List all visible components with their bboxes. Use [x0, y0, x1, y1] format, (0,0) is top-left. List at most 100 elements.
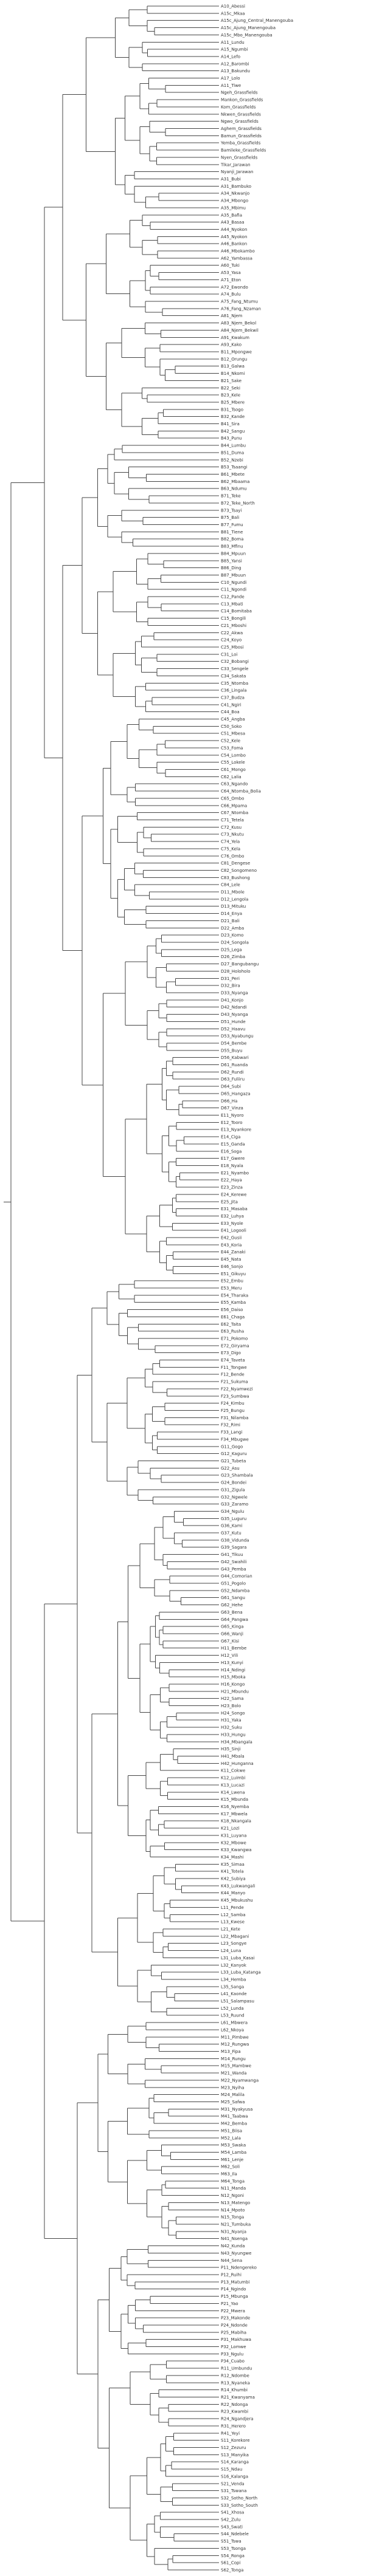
tip-label: C76_Ombo: [221, 854, 244, 858]
tip-label: C67_Ntomba: [221, 810, 248, 815]
tip-label: C81_Dengese: [221, 861, 250, 866]
tip-label: E43_Koria: [221, 1242, 242, 1247]
tip-label: D13_Mituku: [221, 904, 246, 909]
tip-label: Ngeh_Grassfields: [221, 91, 258, 95]
tip-label: E13_Nyankore: [221, 1128, 251, 1132]
tip-label: M61_Lenje: [221, 2157, 243, 2162]
tip-label: Bamun_Grassfields: [221, 134, 262, 139]
tip-label: G41_Tikuu: [221, 1552, 243, 1557]
tip-label: H21_Mbundu: [221, 1689, 249, 1694]
tip-label: B11_Mpongwe: [221, 349, 252, 354]
tip-label: P21_Yao: [221, 2301, 238, 2306]
tip-label: B72_Teke_North: [221, 501, 255, 505]
tip-label: C75_Kela: [221, 846, 240, 851]
tip-label: D22_Amba: [221, 926, 244, 931]
tip-label: K45_Mbukushu: [221, 1898, 253, 1903]
tip-label: F34_Mbugwe: [221, 1437, 249, 1442]
tip-label: A12_Barombi: [221, 61, 249, 66]
tip-label: D41_Konjo: [221, 998, 243, 1002]
tip-label: F11_Tongwe: [221, 1365, 247, 1370]
tip-label: H15_Mboka: [221, 1675, 246, 1680]
tip-label: L62_Nkoya: [221, 2027, 244, 2032]
tip-label: M63_Ila: [221, 2172, 237, 2177]
tip-label: Nyen_Grassfields: [221, 155, 258, 160]
tip-label: C52_Kele: [221, 739, 240, 744]
tip-label: D14_Enya: [221, 911, 242, 916]
tip-label: S16_Kalanga: [221, 2474, 248, 2479]
tip-label: G31_Zigula: [221, 1487, 245, 1492]
tip-label: G66_Wanji: [221, 1631, 243, 1636]
tip-label: A15c_Mkaa: [221, 11, 245, 16]
tip-label: M62_Soli: [221, 2165, 240, 2170]
tip-label: C31_Loi: [221, 652, 237, 657]
tip-label: C53_Foma: [221, 745, 243, 750]
tip-label: H22_Sama: [221, 1696, 244, 1701]
tip-label: S42_Zulu: [221, 2518, 240, 2523]
tip-label: P25_Mabiha: [221, 2330, 246, 2335]
tip-label: C15_Bongili: [221, 616, 246, 621]
tip-label: D11_Mbole: [221, 890, 245, 895]
tip-label: K12_Luimbi: [221, 1776, 245, 1781]
tip-label: K32_Mbowe: [221, 1840, 246, 1845]
tip-label: B62_Mbaama: [221, 479, 249, 484]
tip-label: L53_Ruund: [221, 2013, 245, 2018]
tip-label: C45_Angba: [221, 717, 245, 722]
tip-label: G24_Bondei: [221, 1481, 246, 1485]
tip-label: E54_Tharaka: [221, 1293, 248, 1298]
tip-label: B75_Bali: [221, 515, 239, 520]
tip-label: D31_Peri: [221, 976, 240, 981]
tip-label: E22_Haya: [221, 1178, 242, 1183]
tip-label: E21_Nyambo: [221, 1171, 249, 1176]
tip-label: E52_Embu: [221, 1279, 243, 1284]
tip-label: Tikar_Jarawan: [220, 162, 251, 167]
tip-label: L33_Luba_Katanga: [221, 1970, 261, 1975]
tip-label: G61_Sangu: [221, 1595, 245, 1600]
tip-label: N12_Ngoni: [221, 2193, 244, 2198]
tip-label: A83_Njem_Bekol: [221, 321, 256, 326]
tip-label: D63_Fuliiru: [221, 1077, 245, 1082]
tip-label: G33_Zaramo: [221, 1502, 248, 1507]
tip-label: S44_Ndebele: [221, 2532, 249, 2537]
tip-label: R14_Khumbi: [221, 2388, 248, 2393]
tip-label: P31_Makhuwa: [221, 2337, 251, 2342]
tip-label: B25_Mbere: [221, 400, 245, 405]
tip-label: N31_Nyanja: [221, 2229, 246, 2234]
tip-label: P11_Ndengereko: [221, 2266, 257, 2270]
tip-label: B41_Sira: [221, 422, 240, 426]
tip-label: N15_Tonga: [221, 2215, 244, 2220]
tip-label: G44_Comorian: [221, 1574, 252, 1579]
tip-label: G39_Sagara: [221, 1545, 246, 1550]
tip-label: E18_Nyala: [221, 1163, 243, 1168]
tip-label: M42_Bemba: [221, 2122, 247, 2126]
tip-label: A43_Basaa: [221, 220, 245, 225]
tip-label: B52_Nzebi: [221, 457, 243, 462]
tip-label: E63_Rusha: [221, 1329, 244, 1334]
tip-label: E32_Luhya: [221, 1214, 244, 1219]
tip-label: E15_Ganda: [221, 1142, 245, 1146]
tip-label: D52_Haavu: [221, 1027, 245, 1032]
tip-label: C13_Mbati: [221, 601, 243, 606]
tip-label: M24_Malila: [221, 2092, 245, 2097]
tip-label: G51_Pogolo: [221, 1581, 246, 1586]
tip-label: E16_Soga: [221, 1149, 242, 1154]
tip-label: S53_Tsonga: [221, 2546, 246, 2551]
tip-label: P32_Lomwe: [221, 2345, 246, 2349]
tip-label: G22_Asu: [221, 1466, 240, 1471]
tip-label: E17_Gwere: [221, 1156, 245, 1161]
tip-label: B51_Duma: [221, 450, 244, 455]
tip-label: C32_Bobangi: [221, 659, 249, 664]
tip-label: G32_Ngwele: [221, 1495, 248, 1499]
tip-label: M52_Lala: [221, 2136, 241, 2140]
tip-label: G67_Kisi: [221, 1639, 239, 1643]
tip-label: L32_Kanyok: [221, 1963, 247, 1968]
tip-label: D66_Ha: [221, 1098, 237, 1103]
tip-label: A45_Nyokon: [221, 235, 247, 239]
tip-label: F21_Sukuma: [221, 1380, 248, 1385]
tip-label: P33_Ngulu: [221, 2352, 243, 2357]
tip-label: G63_Bena: [221, 1610, 243, 1615]
tip-label: R24_Ngandjera: [221, 2417, 254, 2422]
tip-label: A71_Eton: [221, 278, 241, 283]
tip-label: E24_Kerewe: [221, 1192, 246, 1197]
tip-label: K11_Cokwe: [221, 1769, 245, 1773]
